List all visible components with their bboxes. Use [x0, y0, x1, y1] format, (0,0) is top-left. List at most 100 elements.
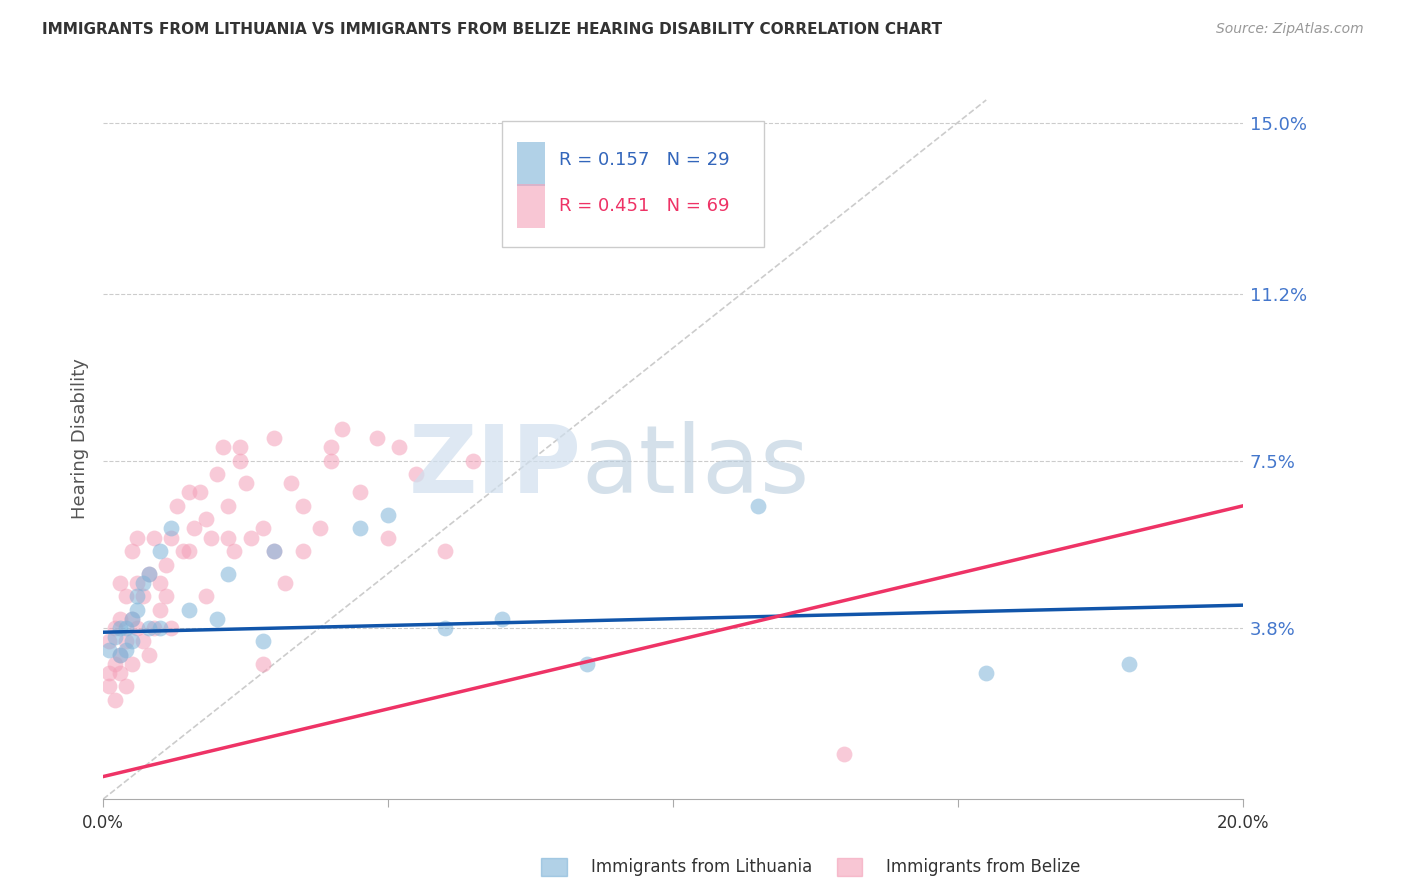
Point [252, 634, 274, 648]
Point [97, 679, 120, 693]
Text: R = 0.451   N = 69: R = 0.451 N = 69 [560, 197, 730, 215]
Point [291, 544, 314, 558]
Bar [517, 185, 546, 227]
Point [115, 679, 138, 693]
Point [263, 544, 285, 558]
Point [115, 643, 138, 657]
Text: ZIP: ZIP [409, 421, 582, 513]
Point [377, 531, 399, 545]
Point [110, 612, 132, 626]
Point [188, 485, 211, 500]
Point [377, 508, 399, 522]
Point [183, 521, 205, 535]
Point [319, 454, 342, 468]
Text: IMMIGRANTS FROM LITHUANIA VS IMMIGRANTS FROM BELIZE HEARING DISABILITY CORRELATI: IMMIGRANTS FROM LITHUANIA VS IMMIGRANTS … [42, 22, 942, 37]
Point [200, 531, 222, 545]
Point [1118, 657, 1140, 671]
Point [103, 621, 125, 635]
Point [491, 612, 513, 626]
Point [217, 499, 239, 513]
Point [229, 454, 252, 468]
Point [103, 693, 125, 707]
Point [205, 612, 228, 626]
Point [121, 634, 143, 648]
Point [143, 531, 166, 545]
Text: atlas: atlas [582, 421, 810, 513]
FancyBboxPatch shape [502, 120, 763, 247]
Point [110, 575, 132, 590]
Point [110, 621, 132, 635]
Point [166, 499, 188, 513]
Point [127, 589, 149, 603]
Point [194, 589, 217, 603]
Y-axis label: Hearing Disability: Hearing Disability [72, 358, 89, 519]
Point [747, 499, 769, 513]
Point [366, 431, 388, 445]
Point [576, 657, 599, 671]
Bar [517, 143, 546, 186]
Point [115, 634, 138, 648]
Point [172, 544, 194, 558]
Point [127, 575, 149, 590]
Point [308, 521, 330, 535]
Point [97, 643, 120, 657]
Point [143, 621, 166, 635]
Point [103, 657, 125, 671]
Point [263, 544, 285, 558]
Point [132, 634, 155, 648]
Point [463, 454, 485, 468]
Point [132, 589, 155, 603]
Text: Immigrants from Belize: Immigrants from Belize [886, 858, 1080, 876]
Point [149, 544, 172, 558]
Point [160, 621, 183, 635]
Point [127, 602, 149, 616]
Point [224, 544, 246, 558]
Point [194, 512, 217, 526]
Point [155, 558, 177, 572]
Point [97, 634, 120, 648]
Point [177, 485, 200, 500]
Point [115, 621, 138, 635]
Point [127, 531, 149, 545]
Text: Immigrants from Lithuania: Immigrants from Lithuania [591, 858, 811, 876]
Point [291, 499, 314, 513]
Point [149, 621, 172, 635]
Point [205, 467, 228, 482]
Point [138, 621, 160, 635]
Point [274, 575, 297, 590]
Point [155, 589, 177, 603]
Point [138, 648, 160, 662]
Point [240, 531, 263, 545]
Text: Source: ZipAtlas.com: Source: ZipAtlas.com [1216, 22, 1364, 37]
Point [211, 440, 233, 454]
Point [121, 612, 143, 626]
Point [433, 621, 456, 635]
Point [263, 431, 285, 445]
Point [127, 621, 149, 635]
Point [235, 476, 257, 491]
Point [110, 648, 132, 662]
Point [160, 531, 183, 545]
Point [349, 485, 371, 500]
Point [160, 521, 183, 535]
Point [217, 566, 239, 581]
Point [177, 544, 200, 558]
Point [229, 440, 252, 454]
Point [252, 657, 274, 671]
Point [405, 467, 427, 482]
Point [115, 589, 138, 603]
Point [388, 440, 411, 454]
Point [832, 747, 855, 761]
Point [110, 665, 132, 680]
Point [349, 521, 371, 535]
Point [121, 544, 143, 558]
Point [217, 531, 239, 545]
Point [97, 665, 120, 680]
Point [138, 566, 160, 581]
Point [177, 602, 200, 616]
Point [974, 665, 997, 680]
Point [121, 612, 143, 626]
Point [433, 544, 456, 558]
Point [132, 575, 155, 590]
Point [121, 657, 143, 671]
